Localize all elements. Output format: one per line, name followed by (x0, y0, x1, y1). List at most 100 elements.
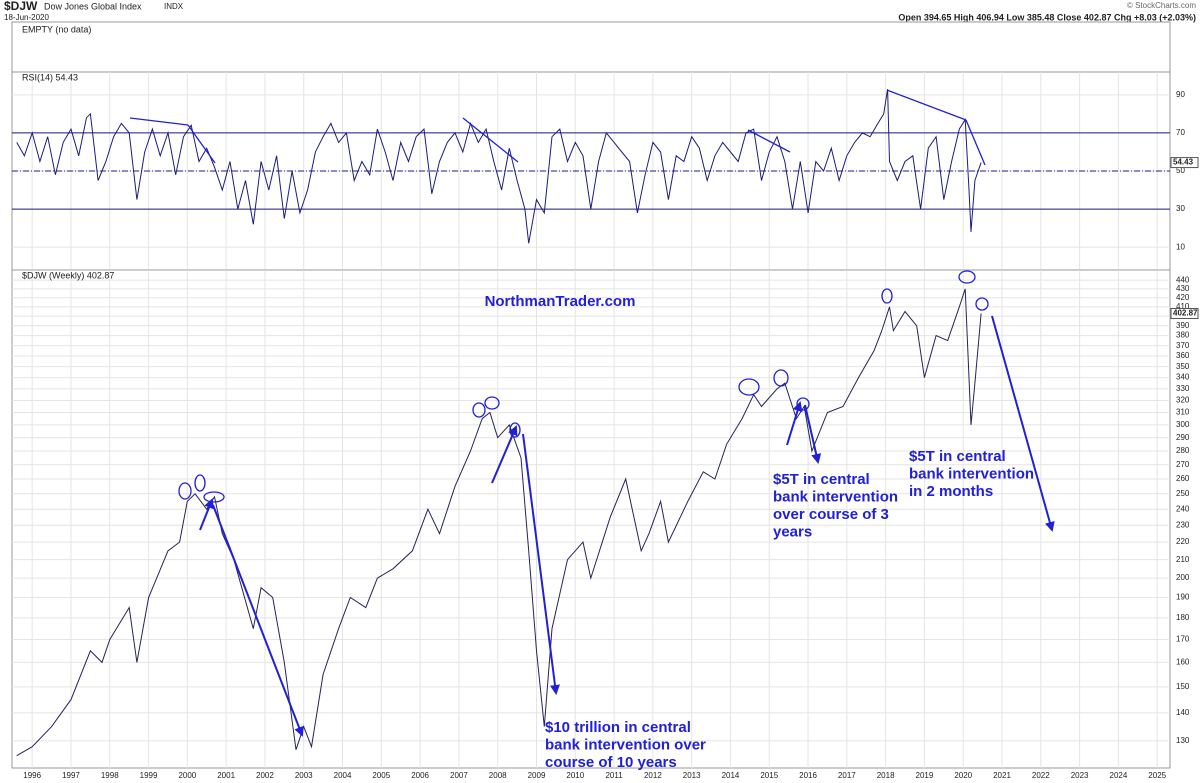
series-line (16, 288, 982, 757)
arrow (199, 498, 214, 531)
y-tick-label: 130 (1176, 736, 1190, 745)
y-tick-label: 390 (1176, 321, 1190, 330)
last-value-box (1170, 157, 1199, 169)
x-tick-label: 1999 (140, 771, 158, 780)
trend-line (886, 89, 967, 121)
y-tick-label: 30 (1176, 204, 1185, 213)
annotation-shapes (129, 89, 1055, 737)
circle (194, 474, 206, 492)
series-line (16, 89, 982, 244)
x-tick-label: 2006 (411, 771, 429, 780)
date: 18-Jun-2020 (4, 13, 49, 22)
annotation-text: years (773, 523, 812, 540)
y-tick-label: 410 (1176, 302, 1190, 311)
legend-label: $DJW (Weekly) 402.87 (22, 270, 114, 280)
x-tick-label: 2012 (644, 771, 662, 780)
watermark: NorthmanTrader.com (485, 293, 636, 310)
x-tick-label: 2023 (1071, 771, 1089, 780)
symbol: $DJW (4, 0, 38, 13)
legend-label: RSI(14) 54.43 (22, 72, 78, 82)
annotation-text: in 2 months (909, 483, 993, 500)
y-tick-label: 380 (1176, 331, 1190, 340)
annotation-text: bank intervention (909, 465, 1034, 482)
copyright: © StockCharts.com (1127, 1, 1196, 10)
trend-line (462, 117, 519, 163)
circle (203, 491, 225, 503)
y-tick-label: 160 (1176, 658, 1190, 667)
y-tick-label: 240 (1176, 504, 1190, 513)
y-tick-label: 260 (1176, 474, 1190, 483)
y-tick-label: 360 (1176, 351, 1190, 360)
annotation-text: $5T in central (909, 448, 1006, 465)
trend-line (965, 119, 986, 166)
x-tick-label: 2003 (295, 771, 313, 780)
x-tick-label: 2001 (217, 771, 235, 780)
x-tick-label: 2008 (489, 771, 507, 780)
annotation-text: $5T in central (773, 471, 870, 488)
annotation-text: $10 trillion in central (545, 719, 691, 736)
empty-panel-label: EMPTY (no data) (22, 24, 91, 34)
trend-line (747, 129, 791, 153)
y-tick-label: 220 (1176, 537, 1190, 546)
x-tick-label: 2000 (178, 771, 196, 780)
y-tick-label: 190 (1176, 593, 1190, 602)
arrow (212, 504, 304, 737)
y-tick-label: 280 (1176, 446, 1190, 455)
y-tick-label: 430 (1176, 284, 1190, 293)
x-tick-label: 2011 (605, 771, 623, 780)
annotation-text: bank intervention over (545, 736, 706, 753)
circle (796, 397, 810, 411)
trend-line (187, 124, 216, 164)
y-tick-label: 310 (1176, 408, 1190, 417)
y-tick-label: 50 (1176, 166, 1185, 175)
annotation-text: bank intervention (773, 488, 898, 505)
exchange: INDX (164, 2, 184, 11)
last-value-label: 54.43 (1173, 158, 1194, 167)
circle (509, 422, 521, 438)
y-tick-label: 420 (1176, 293, 1190, 302)
arrow (522, 433, 560, 695)
y-tick-label: 330 (1176, 384, 1190, 393)
ohlc: Open 394.65 High 406.94 Low 385.48 Close… (898, 12, 1196, 22)
x-tick-label: 1998 (101, 771, 119, 780)
circle (881, 288, 893, 304)
y-tick-label: 270 (1176, 460, 1190, 469)
circle (975, 297, 989, 311)
y-tick-label: 370 (1176, 341, 1190, 350)
x-tick-label: 2010 (566, 771, 584, 780)
circle (773, 369, 789, 387)
y-tick-label: 70 (1176, 128, 1185, 137)
x-tick-label: 2005 (372, 771, 390, 780)
circle (472, 402, 486, 418)
y-tick-label: 10 (1176, 242, 1185, 251)
last-value-box (1170, 307, 1199, 319)
x-tick-label: 2025 (1148, 771, 1166, 780)
arrow (991, 315, 1055, 532)
annotation-text: over course of 3 (773, 506, 889, 523)
circle (484, 396, 500, 410)
y-tick-label: 200 (1176, 573, 1190, 582)
x-tick-label: 2020 (954, 771, 972, 780)
y-tick-label: 90 (1176, 90, 1185, 99)
y-tick-label: 170 (1176, 635, 1190, 644)
x-tick-label: 2018 (877, 771, 895, 780)
arrow (786, 401, 803, 446)
panel (11, 269, 1171, 769)
circle (958, 270, 976, 284)
x-tick-label: 2013 (683, 771, 701, 780)
y-tick-label: 320 (1176, 396, 1190, 405)
y-tick-label: 250 (1176, 489, 1190, 498)
y-tick-label: 210 (1176, 555, 1190, 564)
y-tick-label: 180 (1176, 613, 1190, 622)
x-tick-label: 2019 (916, 771, 934, 780)
x-tick-label: 2004 (334, 771, 352, 780)
x-tick-label: 2017 (838, 771, 856, 780)
x-tick-label: 2022 (1032, 771, 1050, 780)
y-tick-label: 230 (1176, 520, 1190, 529)
x-tick-label: 1997 (62, 771, 80, 780)
annotation-text: course of 10 years (545, 754, 677, 771)
x-tick-label: 2007 (450, 771, 468, 780)
y-tick-label: 150 (1176, 682, 1190, 691)
last-value-label: 402.87 (1173, 309, 1198, 318)
